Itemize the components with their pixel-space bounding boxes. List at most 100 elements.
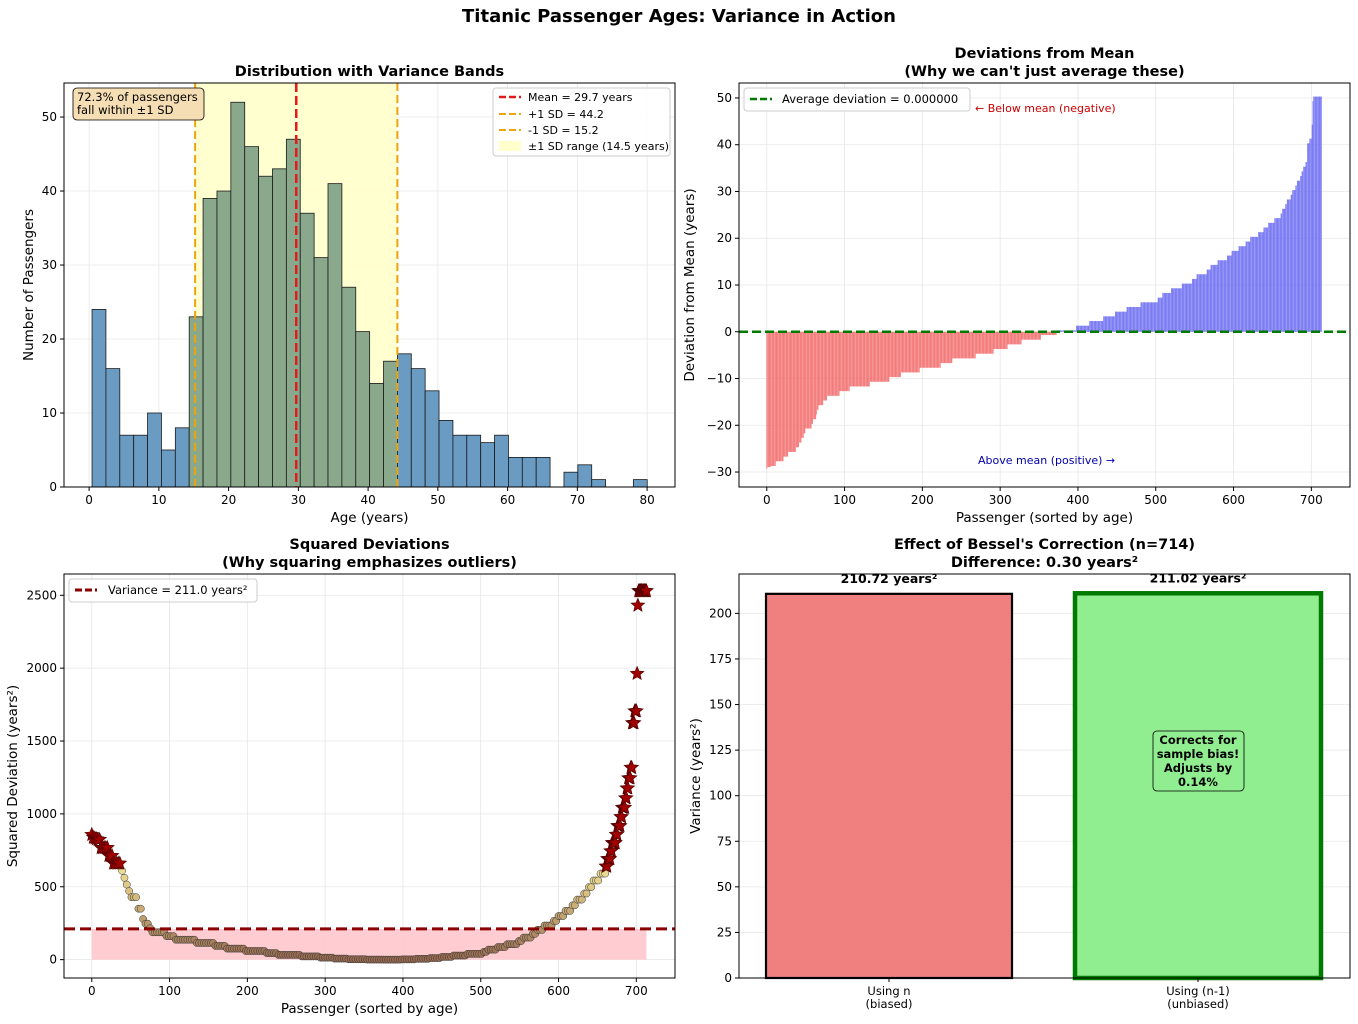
deviation-bar — [1217, 260, 1219, 332]
deviation-bar — [766, 331, 768, 469]
deviation-bar — [1141, 302, 1143, 332]
histogram-bar — [438, 420, 454, 488]
deviation-bar — [1090, 321, 1092, 332]
deviation-bar — [822, 331, 824, 406]
deviation-bar — [1062, 330, 1063, 332]
deviation-bar — [1237, 250, 1238, 332]
deviation-bar — [1219, 260, 1220, 332]
deviation-bar — [960, 331, 961, 359]
deviation-bar — [1267, 227, 1269, 332]
deviation-bar — [1253, 236, 1255, 332]
deviation-bar — [946, 331, 947, 364]
deviation-bar — [858, 331, 859, 387]
deviation-bar — [1289, 199, 1290, 332]
deviation-bar — [900, 331, 901, 378]
deviation-bar — [1243, 246, 1244, 332]
deviation-bar — [1320, 96, 1322, 332]
deviation-bar — [869, 331, 870, 387]
annotation-below-mean: ← Below mean (negative) — [975, 102, 1116, 115]
deviation-bar — [908, 331, 909, 373]
x-tick-label: 100 — [833, 493, 856, 507]
histogram-bar — [355, 331, 371, 488]
deviation-bar — [1188, 283, 1190, 332]
deviation-bar — [1020, 331, 1022, 345]
deviation-bar — [793, 331, 795, 452]
deviation-bar — [879, 331, 880, 382]
deviation-bar — [1294, 190, 1296, 332]
deviation-bar — [1286, 199, 1288, 332]
deviation-bar — [1279, 218, 1281, 332]
deviation-bar — [988, 331, 989, 354]
deviation-bar — [1046, 331, 1048, 336]
x-tick-label: 30 — [291, 493, 306, 507]
deviation-bar — [1111, 316, 1112, 332]
deviation-bar — [873, 331, 874, 382]
deviation-bar — [941, 331, 943, 364]
deviation-bar — [810, 331, 811, 429]
deviation-bar — [925, 331, 926, 368]
deviation-bar — [1087, 325, 1089, 332]
deviation-bar — [811, 331, 813, 424]
deviation-bar — [819, 331, 821, 406]
deviation-bar — [956, 331, 957, 359]
deviation-bar — [1285, 204, 1286, 332]
deviation-bar — [1262, 232, 1264, 332]
y-tick-label: −10 — [707, 372, 732, 386]
deviation-bar — [978, 331, 980, 354]
deviation-bar — [910, 331, 912, 373]
deviation-bar — [1225, 260, 1227, 332]
deviation-bar — [1300, 176, 1302, 332]
deviation-bar — [785, 331, 787, 457]
deviation-bar — [1226, 255, 1228, 332]
deviation-bar — [1164, 292, 1166, 332]
deviation-bar — [1097, 321, 1098, 332]
deviation-bar — [859, 331, 860, 387]
deviation-bar — [988, 331, 990, 354]
deviation-bar — [1042, 331, 1044, 336]
deviation-bar — [875, 331, 877, 382]
deviation-bar — [1228, 255, 1230, 332]
histogram-bar — [494, 434, 509, 488]
deviation-bar — [849, 331, 851, 387]
panel-title: (Why squaring emphasizes outliers) — [222, 555, 517, 571]
deviation-bar — [1190, 283, 1192, 332]
deviation-bar — [1219, 260, 1221, 332]
deviation-bar — [1156, 302, 1157, 332]
deviation-bar — [1258, 232, 1259, 332]
deviation-bar — [982, 331, 984, 354]
x-tick-label: 500 — [1144, 493, 1167, 507]
deviation-bar — [1034, 331, 1036, 340]
deviation-bar — [1145, 302, 1146, 332]
deviation-bar — [919, 331, 921, 368]
variance-fill — [91, 928, 647, 960]
deviation-bar — [992, 331, 993, 354]
deviation-bar — [883, 331, 884, 382]
deviation-bar — [868, 331, 870, 387]
y-tick-label: 20 — [42, 332, 57, 346]
category-label: (unbiased) — [1167, 997, 1228, 1011]
deviation-bar — [1112, 316, 1114, 332]
deviation-bar — [824, 331, 826, 401]
deviation-bar — [1030, 331, 1031, 340]
outlier-star — [624, 759, 640, 775]
deviation-bar — [1184, 283, 1185, 332]
deviation-bar — [1200, 274, 1202, 332]
deviation-bar — [1072, 330, 1074, 332]
histogram-bar — [508, 457, 523, 488]
deviation-bar — [1035, 331, 1037, 340]
annotation-text: 72.3% of passengers — [77, 90, 198, 104]
deviation-bar — [1124, 311, 1125, 332]
deviation-bar — [950, 331, 952, 364]
deviation-bar — [876, 331, 878, 382]
histogram-bar — [285, 138, 301, 488]
deviation-bar — [880, 331, 882, 382]
x-tick-label: 700 — [1300, 493, 1323, 507]
deviation-bar — [1075, 330, 1076, 332]
deviation-bar — [1097, 321, 1099, 332]
deviation-bar — [801, 331, 803, 438]
deviation-bar — [1205, 274, 1206, 332]
y-tick-label: 40 — [42, 184, 57, 198]
deviation-bar — [1006, 331, 1008, 350]
deviation-bar — [1160, 297, 1162, 332]
deviation-bar — [957, 331, 959, 359]
